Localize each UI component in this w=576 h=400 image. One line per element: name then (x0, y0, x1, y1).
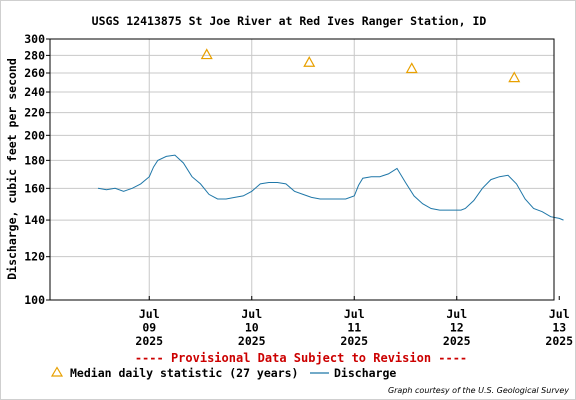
y-tick-label: 220 (24, 106, 45, 120)
series-layer (97, 48, 564, 221)
chart-title: USGS 12413875 St Joe River at Red Ives R… (92, 14, 487, 28)
x-tick-label: 12 (450, 321, 464, 335)
x-tick-label: Jul (446, 307, 467, 321)
legend-median-marker (50, 366, 64, 377)
x-tick-label: 2025 (135, 334, 163, 348)
y-axis-label: Discharge, cubic feet per second (5, 58, 19, 280)
grid-layer (50, 39, 554, 300)
y-tick-label: 100 (24, 293, 45, 307)
legend-discharge-label: Discharge (334, 366, 396, 380)
x-tick-label: 13 (552, 321, 566, 335)
median-marker (200, 48, 213, 60)
discharge-line (97, 154, 564, 221)
x-tick-label: Jul (139, 307, 160, 321)
y-tick-label: 180 (24, 153, 45, 167)
plot-area-border (49, 38, 555, 301)
x-tick-label: 09 (142, 321, 156, 335)
median-marker (405, 62, 418, 74)
x-tick-label: 10 (245, 321, 259, 335)
legend-median-label: Median daily statistic (27 years) (70, 366, 298, 380)
median-marker (508, 71, 521, 83)
x-tick-label: Jul (241, 307, 262, 321)
x-tick-label: 2025 (443, 334, 471, 348)
y-tick-label: 280 (24, 48, 45, 62)
y-tick-label: 240 (24, 85, 45, 99)
x-axis: Jul092025Jul102025Jul112025Jul122025Jul1… (135, 296, 573, 348)
x-tick-label: Jul (344, 307, 365, 321)
y-tick-label: 200 (24, 128, 45, 142)
y-tick-label: 300 (24, 32, 45, 46)
x-tick-label: 2025 (545, 334, 573, 348)
x-tick-label: Jul (549, 307, 570, 321)
y-tick-label: 140 (24, 213, 45, 227)
legend: Median daily statistic (27 years) Discha… (50, 366, 396, 380)
x-tick-label: 11 (347, 321, 361, 335)
x-tick-label: 2025 (238, 334, 266, 348)
y-tick-label: 120 (24, 250, 45, 264)
y-axis: 100 120 140 160 180 200 220 240 260 280 300 (24, 32, 50, 307)
y-tick-label: 160 (24, 181, 45, 195)
provisional-data-note: ---- Provisional Data Subject to Revisio… (135, 351, 467, 365)
credit-text: Graph courtesy of the U.S. Geological Su… (388, 386, 569, 395)
median-marker (303, 56, 316, 67)
y-tick-label: 260 (24, 66, 45, 80)
x-tick-label: 2025 (340, 334, 368, 348)
